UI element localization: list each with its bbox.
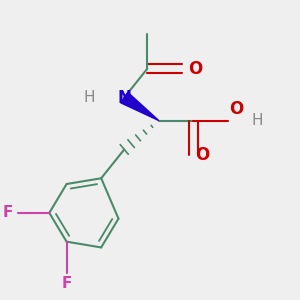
Text: H: H [251,113,262,128]
Polygon shape [121,92,159,121]
Text: F: F [61,276,72,291]
Text: F: F [3,206,13,220]
Text: N: N [117,88,131,106]
Text: O: O [230,100,244,118]
Text: H: H [84,90,95,105]
Text: O: O [195,146,209,164]
Text: O: O [188,60,202,78]
